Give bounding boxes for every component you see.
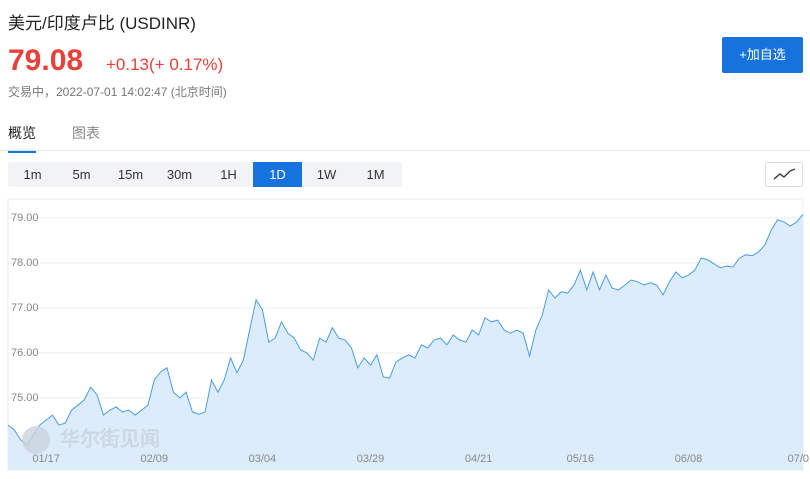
y-tick-label: 78.00	[11, 257, 39, 269]
title: 美元/印度卢比 (USDINR)	[8, 14, 196, 33]
x-tick-label: 04/21	[465, 453, 493, 465]
add-watchlist-button[interactable]: +加自选	[722, 37, 803, 73]
range-button[interactable]: 1W	[316, 167, 337, 182]
status: 交易中，2022-07-01 14:02:47 (北京时间)	[8, 85, 227, 99]
range-button[interactable]: 1D	[253, 162, 302, 187]
range-button[interactable]: 1m	[23, 167, 42, 182]
y-tick-label: 76.00	[11, 347, 39, 359]
watermark-logo	[22, 426, 50, 454]
y-tick-label: 75.00	[11, 392, 39, 404]
tabs: 概览 图表	[0, 118, 810, 153]
range-button[interactable]: 1M	[366, 167, 385, 182]
x-tick-label: 06/08	[675, 453, 703, 465]
x-tick-label: 03/29	[357, 453, 385, 465]
change: +0.13(+ 0.17%)	[106, 55, 224, 74]
range-button[interactable]: 5m	[72, 167, 91, 182]
x-tick-label: 01/17	[32, 453, 60, 465]
chart-type-button[interactable]	[765, 162, 803, 187]
range-bar: 1m 5m 15m 30m 1H 1D 1W 1M	[8, 162, 402, 187]
x-tick-label: 05/16	[567, 453, 595, 465]
chart-icon	[773, 168, 796, 180]
price: 79.08	[8, 44, 84, 77]
tab[interactable]: 图表	[72, 125, 100, 141]
x-tick-label: 07/0	[788, 453, 809, 465]
y-tick-label: 79.00	[11, 212, 39, 224]
tab[interactable]: 概览	[8, 123, 36, 153]
x-tick-label: 03/04	[249, 453, 277, 465]
x-tick-label: 02/09	[141, 453, 169, 465]
range-button[interactable]: 15m	[117, 167, 144, 182]
range-button[interactable]: 30m	[166, 167, 193, 182]
range-button[interactable]: 1H	[220, 167, 237, 182]
y-tick-label: 77.00	[11, 302, 39, 314]
line	[7, 213, 804, 446]
watermark: 华尔街见闻	[60, 426, 160, 450]
